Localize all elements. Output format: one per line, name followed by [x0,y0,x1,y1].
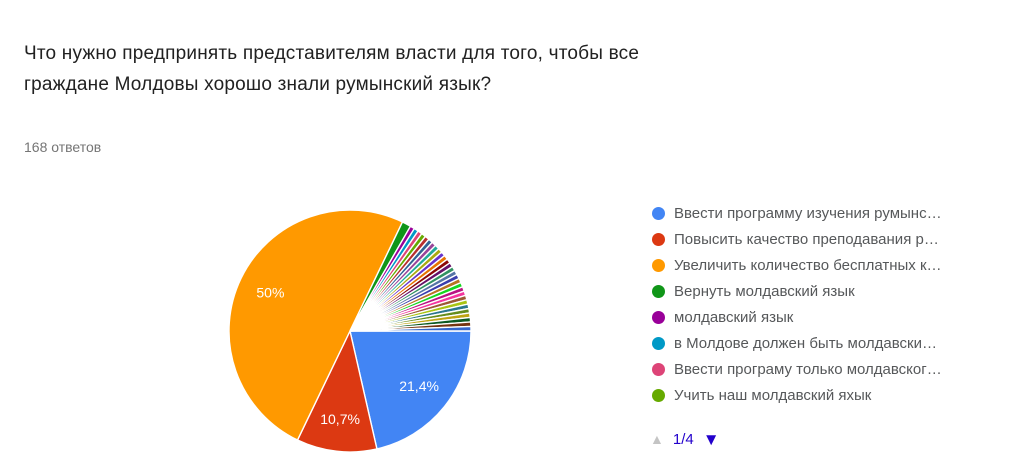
pie-slice[interactable] [349,330,472,450]
legend-swatch-icon [652,206,665,220]
legend-item: Вернуть молдавский язык [652,278,942,304]
legend-label: Повысить качество преподавания р… [674,230,939,248]
legend-item: Ввести програму только молдавског… [652,356,942,382]
legend-swatch-icon [652,362,665,376]
legend-swatch-icon [652,388,665,402]
legend-item: в Молдове должен быть молдавски… [652,330,942,356]
legend-label: Ввести программу изучения румынс… [674,204,942,222]
legend-swatch-icon [652,310,665,324]
legend-item: Ввести программу изучения румынс… [652,200,942,226]
pie-slice[interactable] [228,209,404,441]
legend-label: Учить наш молдавский яхык [674,386,872,404]
legend-prev-page-icon[interactable]: ▲ [650,431,664,447]
legend-label: Увеличить количество бесплатных к… [674,256,942,274]
legend-label: в Молдове должен быть молдавски… [674,334,937,352]
pie-slice-percent-label: 10,7% [320,411,360,427]
legend-label: Вернуть молдавский язык [674,282,855,300]
legend-swatch-icon [652,258,665,272]
pie-slice[interactable] [296,328,378,453]
chart-legend: Ввести программу изучения румынс… Повысит… [652,200,942,408]
question-title-line1: Что нужно предпринять представителям вла… [24,43,640,64]
legend-swatch-icon [652,232,665,246]
pie-chart: 21,4% 10,7% 50% [228,209,472,453]
legend-item: молдавский язык [652,304,942,330]
pie-slice-percent-label: 50% [256,285,284,301]
legend-label: Ввести програму только молдавског… [674,360,942,378]
legend-item: Учить наш молдавский яхык [652,382,942,408]
legend-swatch-icon [652,336,665,350]
responses-count: 168 ответов [24,139,102,155]
legend-item: Увеличить количество бесплатных к… [652,252,942,278]
legend-swatch-icon [652,284,665,298]
legend-item: Повысить качество преподавания р… [652,226,942,252]
legend-label: молдавский язык [674,308,794,326]
question-title-line2: граждане Молдовы хорошо знали румынский … [24,74,492,95]
pie-slice-percent-label: 21,4% [399,378,439,394]
legend-next-page-icon[interactable]: ▼ [702,429,720,449]
pie-slice[interactable] [349,325,472,332]
legend-page-indicator: 1/4 [672,430,694,448]
legend-pagination: ▲ 1/4 ▼ [650,429,720,449]
question-title: Что нужно предпринять представителям вла… [24,38,794,100]
